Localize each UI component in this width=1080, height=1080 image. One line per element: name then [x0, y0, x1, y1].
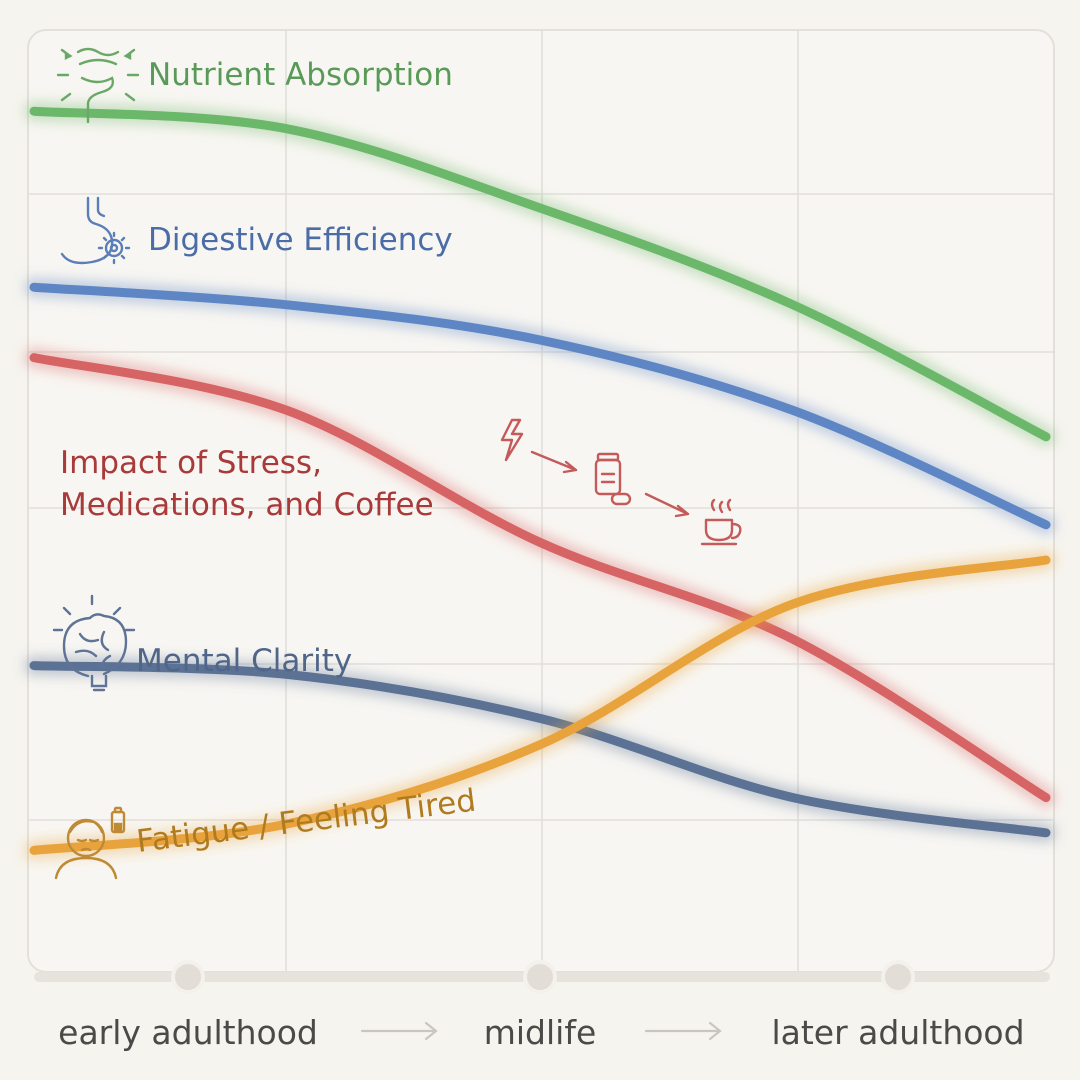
brain-bulb-icon	[52, 594, 136, 692]
label-nutrient-absorption: Nutrient Absorption	[148, 57, 453, 93]
tick-label-midlife: midlife	[484, 1013, 597, 1052]
label-impact-line1: Impact of Stress,	[60, 445, 322, 481]
intestine-icon	[56, 47, 140, 124]
stress-pill-coffee-icons	[500, 418, 742, 546]
arrow-right-icon	[644, 1021, 722, 1041]
series-line-0	[24, 101, 1056, 447]
tick-marker-0	[171, 960, 205, 994]
pill-icon	[610, 492, 632, 506]
tired-person-battery-icon	[54, 806, 126, 880]
arrow-right-icon	[360, 1021, 438, 1041]
arrow-icon	[530, 450, 578, 474]
label-mental-clarity: Mental Clarity	[136, 643, 352, 679]
series-layer	[24, 101, 1056, 861]
tick-label-later: later adulthood	[771, 1013, 1024, 1052]
series-line-4	[24, 550, 1056, 861]
stomach-gear-icon	[60, 196, 131, 265]
series-path	[29, 282, 1051, 530]
series-path	[29, 353, 1051, 803]
arrow-icon	[644, 492, 690, 518]
series-path	[29, 106, 1051, 442]
label-impact-line2: Medications, and Coffee	[60, 487, 434, 523]
tick-label-early: early adulthood	[58, 1013, 318, 1052]
grid	[28, 30, 1054, 972]
tick-marker-2	[881, 960, 915, 994]
x-axis: early adulthood midlife later adulthood	[34, 960, 1050, 1052]
coffee-cup-icon	[704, 518, 742, 542]
series-line-3	[24, 655, 1056, 843]
series-path	[29, 661, 1051, 838]
label-digestive-efficiency: Digestive Efficiency	[148, 222, 453, 258]
series-line-2	[24, 347, 1056, 808]
series-path	[29, 555, 1051, 855]
lightning-icon	[500, 418, 524, 462]
tick-markers	[171, 960, 915, 994]
series-line-1	[24, 277, 1056, 535]
tick-marker-1	[523, 960, 557, 994]
